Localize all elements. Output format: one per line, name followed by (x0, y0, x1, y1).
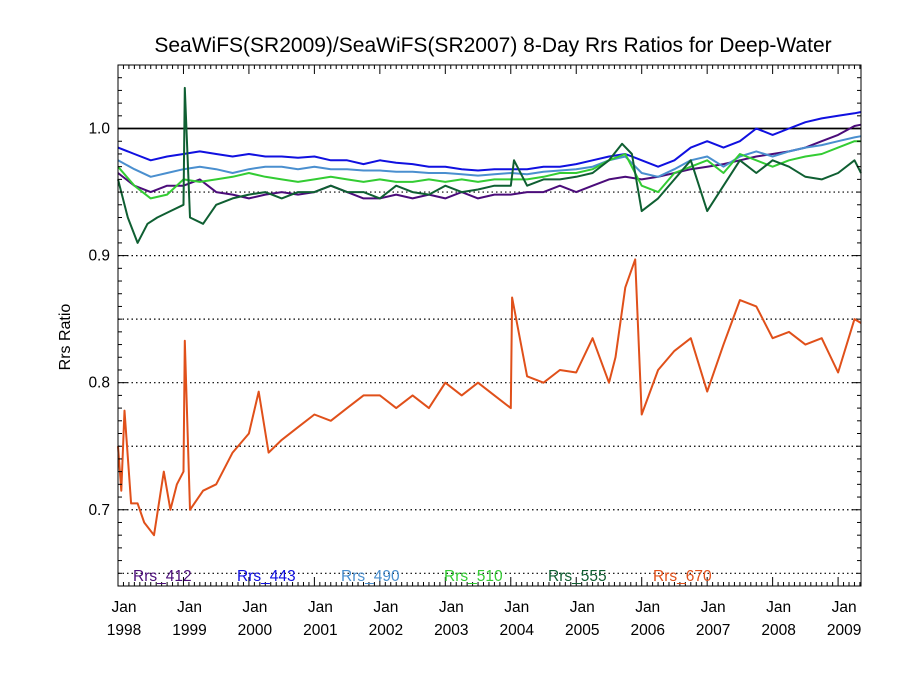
x-tick-label-month: Jan (308, 599, 333, 616)
x-tick-label-month: Jan (701, 599, 726, 616)
x-tick-label-month: Jan (504, 599, 529, 616)
x-tick-labels: Jan 1998 Jan 1999 Jan 2000 Jan 2001 Jan 2002 Jan 20… (107, 599, 862, 639)
y-tick-label: 0.9 (88, 248, 110, 265)
legend-entry-rrs-510: Rrs_510 (444, 568, 503, 585)
x-tick-label-year: 2008 (761, 622, 795, 639)
x-tick-label-year: 2007 (696, 622, 730, 639)
series-line-rrs-490 (117, 135, 862, 178)
x-tick-label-year: 2005 (565, 622, 599, 639)
x-tick-label-year: 2004 (500, 622, 535, 639)
legend-entry-rrs-443: Rrs_443 (237, 568, 296, 585)
series-line-rrs-510 (117, 140, 861, 200)
x-tick-label-month: Jan (112, 599, 137, 616)
plot-area (117, 64, 862, 587)
series-line-rrs-670 (117, 258, 862, 537)
legend-entry-rrs-490: Rrs_490 (341, 568, 400, 585)
x-tick-label-month: Jan (832, 599, 857, 616)
x-tick-label-month: Jan (439, 599, 464, 616)
plot-frame (117, 64, 862, 587)
y-axis-label: Rrs Ratio (57, 304, 74, 371)
x-tick-label-month: Jan (177, 599, 202, 616)
dotted-grid-lines (118, 191, 861, 574)
series-line-rrs-412 (117, 123, 862, 200)
y-tick-label: 0.8 (88, 375, 110, 392)
axis-ticks (117, 64, 861, 586)
x-tick-label-year: 1998 (107, 622, 141, 639)
x-tick-label-year: 1999 (172, 622, 206, 639)
x-tick-label-year: 2006 (630, 622, 664, 639)
y-tick-labels: 0.7 0.8 0.9 1.0 (88, 121, 110, 519)
x-tick-label-month: Jan (635, 599, 660, 616)
legend-entry-rrs-555: Rrs_555 (548, 568, 607, 585)
x-tick-label-year: 2009 (827, 622, 861, 639)
series-line-rrs-443 (117, 111, 862, 172)
x-tick-label-month: Jan (570, 599, 595, 616)
legend: Rrs_412 Rrs_443 Rrs_490 Rrs_510 Rrs_555 Rrs_6… (133, 568, 712, 585)
x-tick-label-month: Jan (242, 599, 267, 616)
legend-entry-rrs-412: Rrs_412 (133, 568, 192, 585)
series-lines (117, 86, 862, 537)
x-tick-label-year: 2001 (303, 622, 337, 639)
chart-title: SeaWiFS(SR2009)/SeaWiFS(SR2007) 8-Day Rr… (154, 34, 831, 57)
x-tick-label-year: 2003 (434, 622, 468, 639)
x-tick-label-month: Jan (766, 599, 791, 616)
series-line-rrs-555 (117, 86, 862, 244)
y-tick-label: 0.7 (88, 502, 110, 519)
x-tick-label-year: 2002 (369, 622, 403, 639)
legend-entry-rrs-670: Rrs_670 (653, 568, 712, 585)
y-tick-label: 1.0 (88, 121, 110, 138)
x-tick-label-month: Jan (373, 599, 398, 616)
x-tick-label-year: 2000 (238, 622, 273, 639)
